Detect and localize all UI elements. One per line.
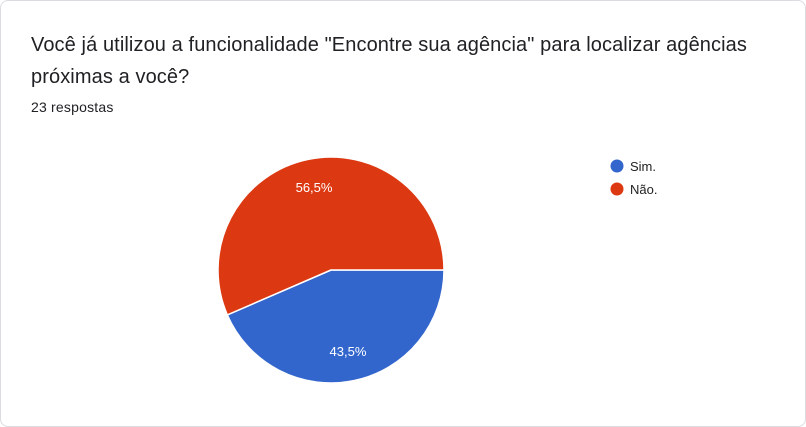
legend-item[interactable]: Não. (610, 182, 658, 197)
pie-slice-labels: 43,5% 56,5% (296, 180, 367, 359)
pie-slice-não[interactable] (217, 156, 445, 316)
pie-slice-label: 56,5% (296, 180, 333, 195)
legend-label: Não. (630, 182, 657, 197)
response-count: 23 respostas (31, 99, 114, 115)
pie-slices (217, 156, 445, 384)
chart-legend[interactable]: Sim. Não. (610, 159, 658, 197)
legend-swatch (610, 182, 624, 196)
legend-swatch (610, 159, 624, 173)
legend-label: Sim. (630, 159, 656, 174)
pie-slice-label: 43,5% (330, 344, 367, 359)
legend-item[interactable]: Sim. (610, 159, 657, 174)
pie-slice-sim[interactable] (226, 269, 445, 384)
question-title: Você já utilizou a funcionalidade "Encon… (31, 34, 747, 88)
